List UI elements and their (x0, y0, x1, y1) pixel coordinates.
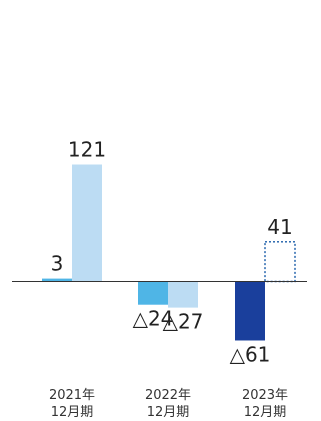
data-label-s2-c2: △27 (163, 310, 204, 334)
x-tick-label-3: 2023年 12月期 (242, 388, 288, 420)
x-tick-label-3-line-2: 12月期 (244, 405, 287, 420)
data-label-s1-c1: 3 (51, 252, 64, 276)
bar-s2-c1 (72, 164, 102, 282)
bar-s1-c1 (42, 278, 72, 282)
data-label-s2-c1: 121 (68, 138, 106, 162)
data-label-s1-c2: △24 (133, 307, 174, 331)
data-label-s2-c3: 41 (267, 215, 292, 239)
bar-s1-c3 (235, 281, 265, 341)
x-tick-label-2: 2022年 12月期 (145, 388, 191, 420)
x-tick-label-1-line-2: 12月期 (51, 405, 94, 420)
x-tick-label-2-line-1: 2022年 (145, 388, 191, 403)
x-tick-label-2-line-2: 12月期 (147, 405, 190, 420)
x-tick-label-3-line-1: 2023年 (242, 388, 288, 403)
x-tick-label-1-line-1: 2021年 (49, 388, 95, 403)
data-label-s1-c3: △61 (230, 342, 271, 366)
x-tick-label-1: 2021年 12月期 (49, 388, 95, 420)
bar-s2-c3 (264, 241, 296, 283)
bar-s1-c2 (138, 281, 168, 305)
bar-s2-c2 (168, 281, 198, 308)
